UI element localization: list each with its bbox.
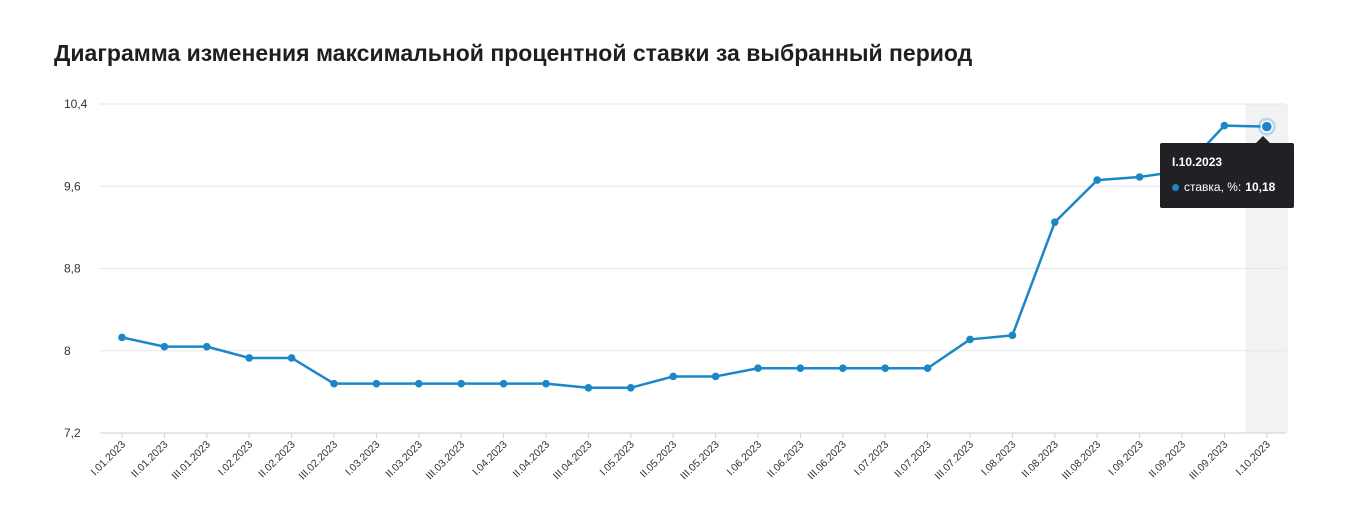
y-tick-label: 10,4 xyxy=(64,97,88,111)
x-tick-label: II.07.2023 xyxy=(892,439,934,481)
x-tick-label: II.04.2023 xyxy=(511,439,553,481)
data-point[interactable] xyxy=(966,335,974,344)
x-tick-label: III.07.2023 xyxy=(933,439,977,483)
x-tick-label: II.02.2023 xyxy=(256,439,298,481)
data-point[interactable] xyxy=(160,342,169,351)
data-point[interactable] xyxy=(1008,331,1017,340)
x-tick-label: III.04.2023 xyxy=(551,439,595,483)
x-tick-label: III.01.2023 xyxy=(169,439,213,483)
data-point[interactable] xyxy=(330,379,338,388)
data-point[interactable] xyxy=(372,379,381,388)
data-point[interactable] xyxy=(415,379,423,388)
data-point[interactable] xyxy=(245,354,253,362)
y-tick-label: 9,6 xyxy=(64,179,81,193)
x-tick-label: III.05.2023 xyxy=(678,439,722,483)
data-point[interactable] xyxy=(1093,176,1101,184)
data-point[interactable] xyxy=(923,364,932,373)
data-point[interactable] xyxy=(754,364,762,373)
series-line xyxy=(120,124,1269,390)
data-point[interactable] xyxy=(711,372,720,381)
data-point[interactable] xyxy=(457,379,466,388)
series-marker-icon xyxy=(1172,183,1179,191)
x-tick-label: III.08.2023 xyxy=(1060,439,1104,483)
x-tick-label: II.03.2023 xyxy=(383,439,425,481)
y-tick-label: 8 xyxy=(64,344,71,358)
x-tick-label: I.10.2023 xyxy=(1233,439,1273,479)
data-point[interactable] xyxy=(1220,121,1229,130)
x-tick-label: I.03.2023 xyxy=(343,439,383,479)
data-point[interactable] xyxy=(287,354,296,362)
y-tick-label: 8,8 xyxy=(64,262,81,276)
tooltip-row: ставка, %: 10,18 xyxy=(1172,180,1282,194)
x-tick-label: I.09.2023 xyxy=(1106,439,1146,479)
x-tick-label: II.06.2023 xyxy=(765,439,807,481)
data-point[interactable] xyxy=(627,383,635,392)
tooltip: I.10.2023 ставка, %: 10,18 xyxy=(1160,136,1294,208)
x-tick-label: II.01.2023 xyxy=(129,439,171,481)
x-tick-label: I.04.2023 xyxy=(470,439,510,479)
data-point[interactable] xyxy=(1135,173,1144,181)
y-tick-label: 7,2 xyxy=(64,426,81,440)
data-point[interactable] xyxy=(203,342,211,351)
x-tick-label: II.09.2023 xyxy=(1147,439,1189,481)
data-point[interactable] xyxy=(542,379,550,388)
x-tick-label: I.02.2023 xyxy=(216,439,256,479)
data-point[interactable] xyxy=(796,364,805,373)
data-point[interactable] xyxy=(839,364,847,373)
x-tick-label: III.03.2023 xyxy=(424,439,468,483)
x-tick-label: I.06.2023 xyxy=(725,439,765,479)
x-tick-label: I.07.2023 xyxy=(852,439,892,479)
x-tick-label: III.09.2023 xyxy=(1187,439,1231,483)
data-point[interactable] xyxy=(499,379,508,388)
tooltip-value: 10,18 xyxy=(1245,180,1276,194)
y-axis: 7,2 8 8,8 9,6 10,4 xyxy=(64,97,88,440)
x-tick-label: III.06.2023 xyxy=(805,439,849,483)
x-tick-label: II.05.2023 xyxy=(638,439,680,481)
x-tick-label: I.08.2023 xyxy=(979,439,1019,479)
data-point[interactable] xyxy=(881,364,889,373)
data-point-active[interactable] xyxy=(1260,120,1274,133)
tooltip-series-label: ставка, %: xyxy=(1184,180,1242,194)
data-point[interactable] xyxy=(118,333,126,342)
x-tick-label: I.05.2023 xyxy=(597,439,637,479)
series-layer xyxy=(118,117,1276,392)
grid-layer xyxy=(100,103,1285,434)
x-tick-label: II.08.2023 xyxy=(1019,439,1061,481)
x-tick-label: III.02.2023 xyxy=(297,439,341,483)
data-point[interactable] xyxy=(1051,218,1059,227)
x-tick-label: I.01.2023 xyxy=(89,439,129,479)
data-point[interactable] xyxy=(584,383,593,392)
tooltip-date: I.10.2023 xyxy=(1172,155,1223,169)
data-point[interactable] xyxy=(669,372,677,381)
chart-title: Диаграмма изменения максимальной процент… xyxy=(54,40,973,66)
